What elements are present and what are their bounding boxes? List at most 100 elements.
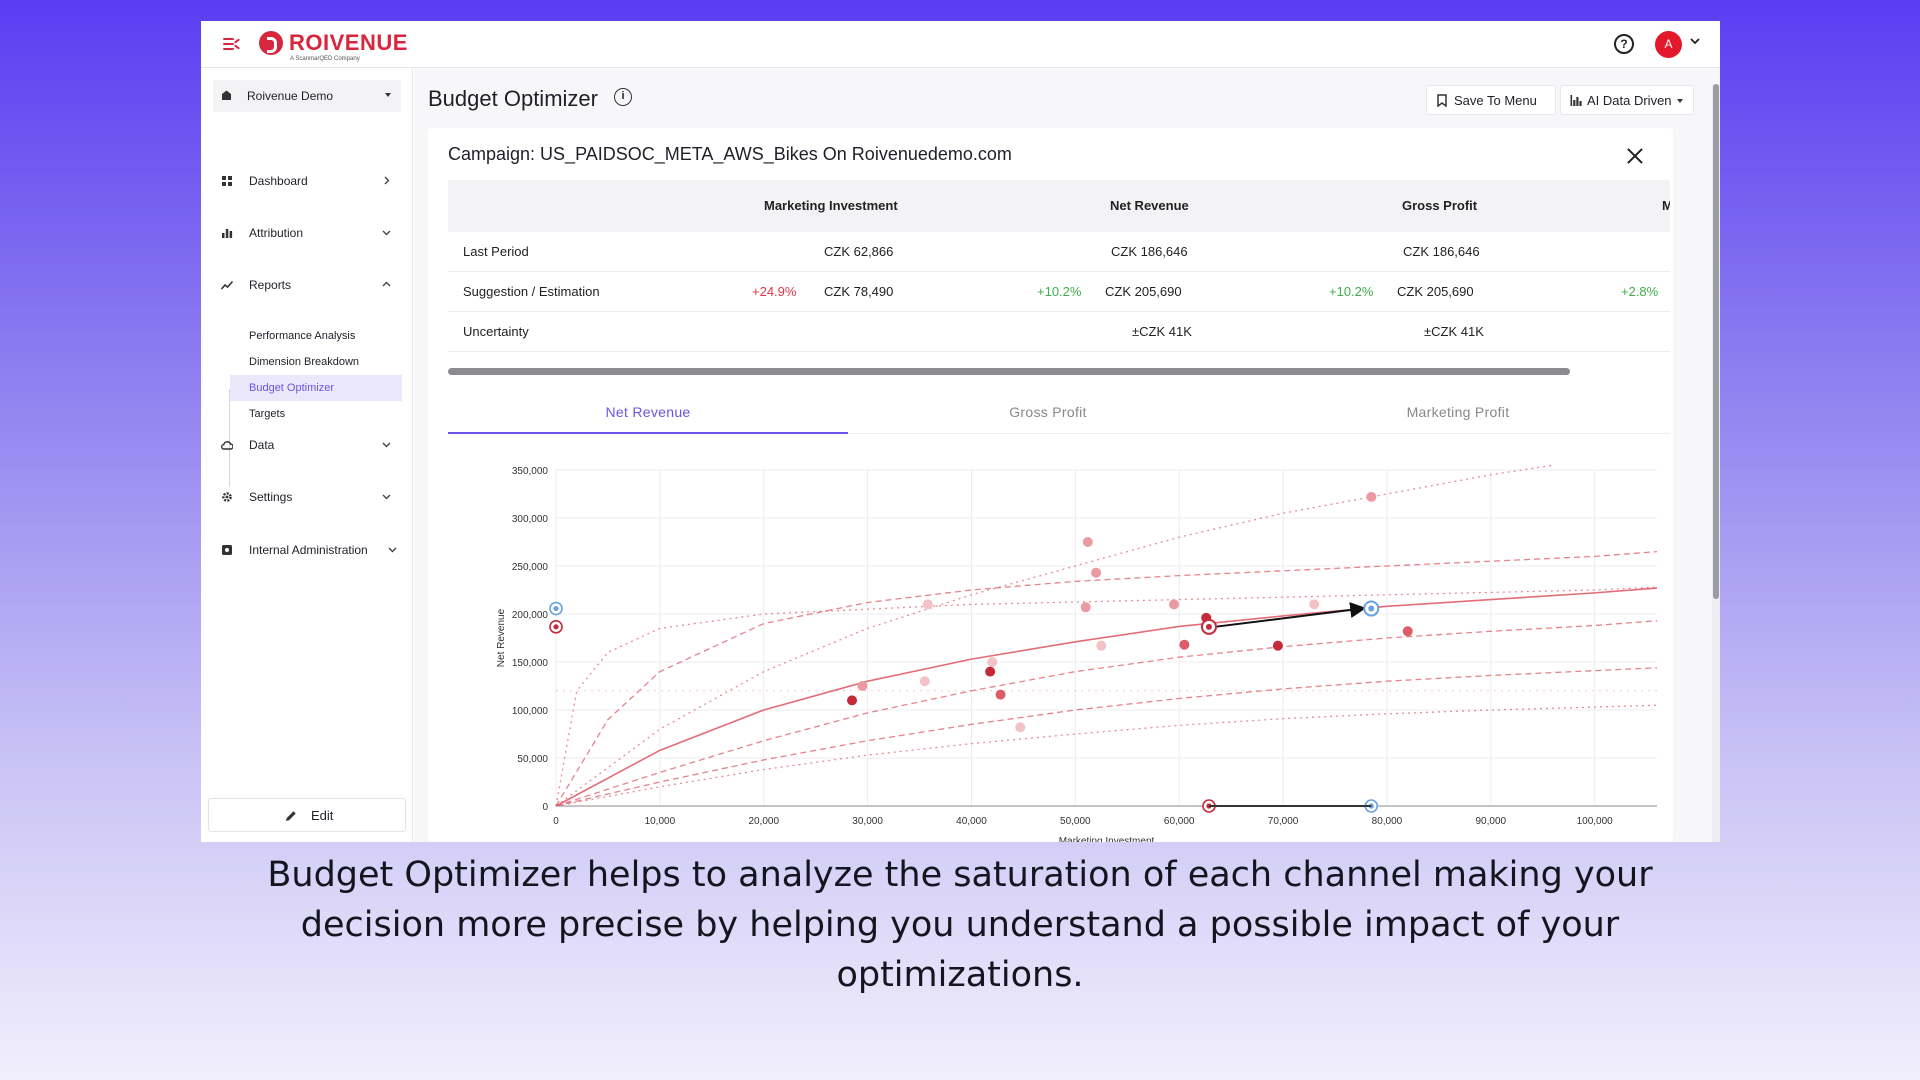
page-scrollbar[interactable] bbox=[1712, 84, 1720, 842]
chevron-down-icon[interactable] bbox=[1690, 36, 1700, 46]
x-tick-label: 10,000 bbox=[645, 816, 676, 827]
x-tick-label: 50,000 bbox=[1060, 816, 1091, 827]
tab-gross-profit[interactable]: Gross Profit bbox=[1009, 404, 1087, 420]
sidebar-item-settings[interactable]: Settings bbox=[213, 483, 401, 511]
info-icon[interactable]: i bbox=[614, 88, 632, 106]
data-point bbox=[922, 599, 933, 610]
sidebar: Roivenue Demo Dashboard Attribution Repo… bbox=[201, 68, 413, 842]
sidebar-item-label: Dashboard bbox=[249, 174, 308, 188]
table-horizontal-scrollbar[interactable] bbox=[448, 368, 1570, 375]
sidebar-item-label: Attribution bbox=[249, 226, 304, 240]
close-icon[interactable] bbox=[1627, 148, 1643, 164]
sidebar-subitem-performance-analysis[interactable]: Performance Analysis bbox=[230, 323, 402, 349]
ai-data-driven-dropdown[interactable]: AI Data Driven bbox=[1560, 85, 1694, 115]
x-tick-label: 90,000 bbox=[1476, 816, 1507, 827]
y-tick-label: 0 bbox=[542, 802, 548, 813]
building-icon bbox=[222, 90, 231, 100]
chevron-down-icon bbox=[382, 442, 391, 448]
logo-tagline: A ScanmarQED Company bbox=[290, 56, 360, 62]
chevron-down-icon bbox=[382, 230, 391, 236]
save-to-menu-button[interactable]: Save To Menu bbox=[1426, 85, 1556, 115]
suggestion-marker-dot bbox=[1368, 605, 1375, 612]
saturation-curve bbox=[555, 464, 1554, 807]
cell-gross-profit: CZK 205,690 bbox=[1397, 284, 1474, 299]
x-tick-label: 80,000 bbox=[1372, 816, 1403, 827]
sidebar-item-internal-administration[interactable]: Internal Administration bbox=[213, 536, 401, 564]
table-header: Marketing Investment Net Revenue Gross P… bbox=[448, 180, 1670, 232]
saturation-curve bbox=[555, 704, 1658, 807]
main-content: Budget Optimizer i Save To Menu AI Data … bbox=[414, 68, 1720, 842]
data-point bbox=[1179, 639, 1190, 650]
sidebar-item-attribution[interactable]: Attribution bbox=[213, 219, 401, 247]
row-label: Suggestion / Estimation bbox=[463, 284, 600, 299]
change-badge: +2.8% bbox=[1621, 284, 1659, 299]
top-bar: ROIVENUE A ScanmarQED Company ? A bbox=[201, 21, 1720, 68]
sidebar-item-dashboard[interactable]: Dashboard bbox=[213, 167, 401, 195]
tab-net-revenue[interactable]: Net Revenue bbox=[448, 390, 848, 434]
table-row: Uncertainty ±CZK 41K ±CZK 41K bbox=[448, 312, 1670, 352]
column-header: M bbox=[1662, 198, 1670, 213]
change-badge: +10.2% bbox=[1329, 284, 1374, 299]
data-point bbox=[1096, 640, 1107, 651]
tab-marketing-profit[interactable]: Marketing Profit bbox=[1406, 404, 1510, 420]
column-header: Net Revenue bbox=[1110, 198, 1189, 213]
cell-net-revenue: CZK 205,690 bbox=[1105, 284, 1182, 299]
sidebar-subitem-dimension-breakdown[interactable]: Dimension Breakdown bbox=[230, 349, 402, 375]
caret-down-icon bbox=[385, 93, 391, 97]
sidebar-item-label: Data bbox=[249, 438, 275, 452]
column-header: Marketing Investment bbox=[764, 198, 898, 213]
cell-marketing-investment: CZK 62,866 bbox=[824, 244, 894, 259]
cell-net-revenue: ±CZK 41K bbox=[1132, 324, 1192, 339]
row-label: Uncertainty bbox=[463, 324, 529, 339]
edit-menu-button[interactable]: Edit bbox=[208, 798, 406, 832]
sidebar-item-label: Internal Administration bbox=[249, 543, 368, 557]
workspace-label: Roivenue Demo bbox=[247, 89, 334, 103]
page-scrollbar-thumb[interactable] bbox=[1713, 84, 1719, 599]
y-tick-label: 150,000 bbox=[512, 658, 549, 669]
menu-collapse-icon[interactable] bbox=[223, 36, 241, 52]
data-point bbox=[1091, 567, 1102, 578]
help-circle-icon[interactable]: ? bbox=[1614, 34, 1634, 54]
app-window: ROIVENUE A ScanmarQED Company ? A Roiven… bbox=[201, 21, 1720, 842]
data-point bbox=[1080, 602, 1091, 613]
x-tick-label: 0 bbox=[553, 816, 559, 827]
campaign-title: Campaign: US_PAIDSOC_META_AWS_Bikes On R… bbox=[448, 144, 1012, 164]
y-tick-label: 100,000 bbox=[512, 706, 549, 717]
campaign-card: Campaign: US_PAIDSOC_META_AWS_Bikes On R… bbox=[428, 128, 1673, 842]
cloud-icon bbox=[221, 441, 233, 450]
y-tick-label: 200,000 bbox=[512, 610, 549, 621]
cell-net-revenue: CZK 186,646 bbox=[1111, 244, 1188, 259]
workspace-selector[interactable]: Roivenue Demo bbox=[213, 80, 401, 112]
column-header: Gross Profit bbox=[1402, 198, 1478, 213]
saturation-curve bbox=[555, 586, 1658, 807]
chevron-down-icon bbox=[382, 494, 391, 500]
sidebar-subitem-targets[interactable]: Targets bbox=[230, 401, 402, 427]
sidebar-item-data[interactable]: Data bbox=[213, 431, 401, 459]
data-point bbox=[919, 676, 930, 687]
roivenue-logo[interactable]: ROIVENUE A ScanmarQED Company bbox=[259, 29, 419, 63]
subitem-label: Targets bbox=[249, 408, 286, 420]
sidebar-item-reports[interactable]: Reports bbox=[213, 271, 401, 299]
saturation-curve bbox=[555, 667, 1658, 807]
gear-icon bbox=[222, 492, 232, 502]
suggestion-axis-marker-dot bbox=[1368, 803, 1374, 809]
x-tick-label: 100,000 bbox=[1577, 816, 1614, 827]
logo-mark bbox=[259, 31, 283, 55]
data-point bbox=[1366, 491, 1377, 502]
marketing-caption: Budget Optimizer helps to analyze the sa… bbox=[267, 855, 1653, 995]
avatar[interactable]: A bbox=[1655, 31, 1682, 58]
saturation-curve bbox=[555, 550, 1658, 807]
data-point bbox=[1402, 626, 1413, 637]
data-point bbox=[1015, 722, 1026, 733]
chevron-up-icon bbox=[382, 281, 391, 287]
data-point bbox=[1272, 640, 1283, 651]
ai-data-driven-label: AI Data Driven bbox=[1587, 93, 1672, 108]
saturation-curve bbox=[555, 587, 1658, 807]
cell-marketing-investment: CZK 78,490 bbox=[824, 284, 894, 299]
x-tick-label: 70,000 bbox=[1268, 816, 1299, 827]
sidebar-subitem-budget-optimizer[interactable]: Budget Optimizer bbox=[230, 375, 402, 401]
y-tick-label: 50,000 bbox=[517, 754, 548, 765]
pencil-icon bbox=[286, 811, 296, 821]
grid-icon bbox=[222, 176, 232, 186]
data-point bbox=[1082, 537, 1093, 547]
